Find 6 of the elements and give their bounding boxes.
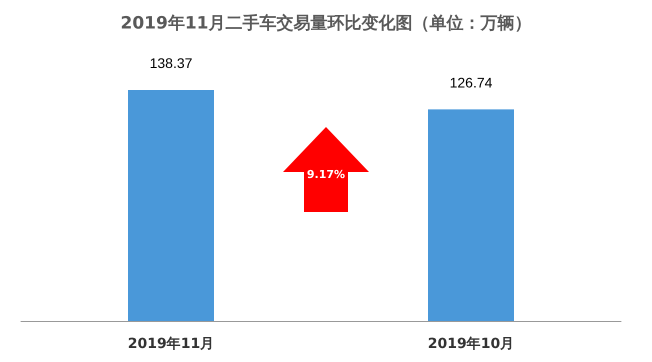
data-label: 126.74 bbox=[450, 74, 493, 90]
x-tick-label: 2019年10月 bbox=[428, 336, 514, 352]
chart-title: 2019年11月二手车交易量环比变化图（单位：万辆） bbox=[120, 14, 532, 34]
x-tick-label: 2019年11月 bbox=[128, 336, 214, 352]
annotation: 9.17% bbox=[306, 168, 346, 181]
data-label: 138.37 bbox=[150, 55, 193, 71]
